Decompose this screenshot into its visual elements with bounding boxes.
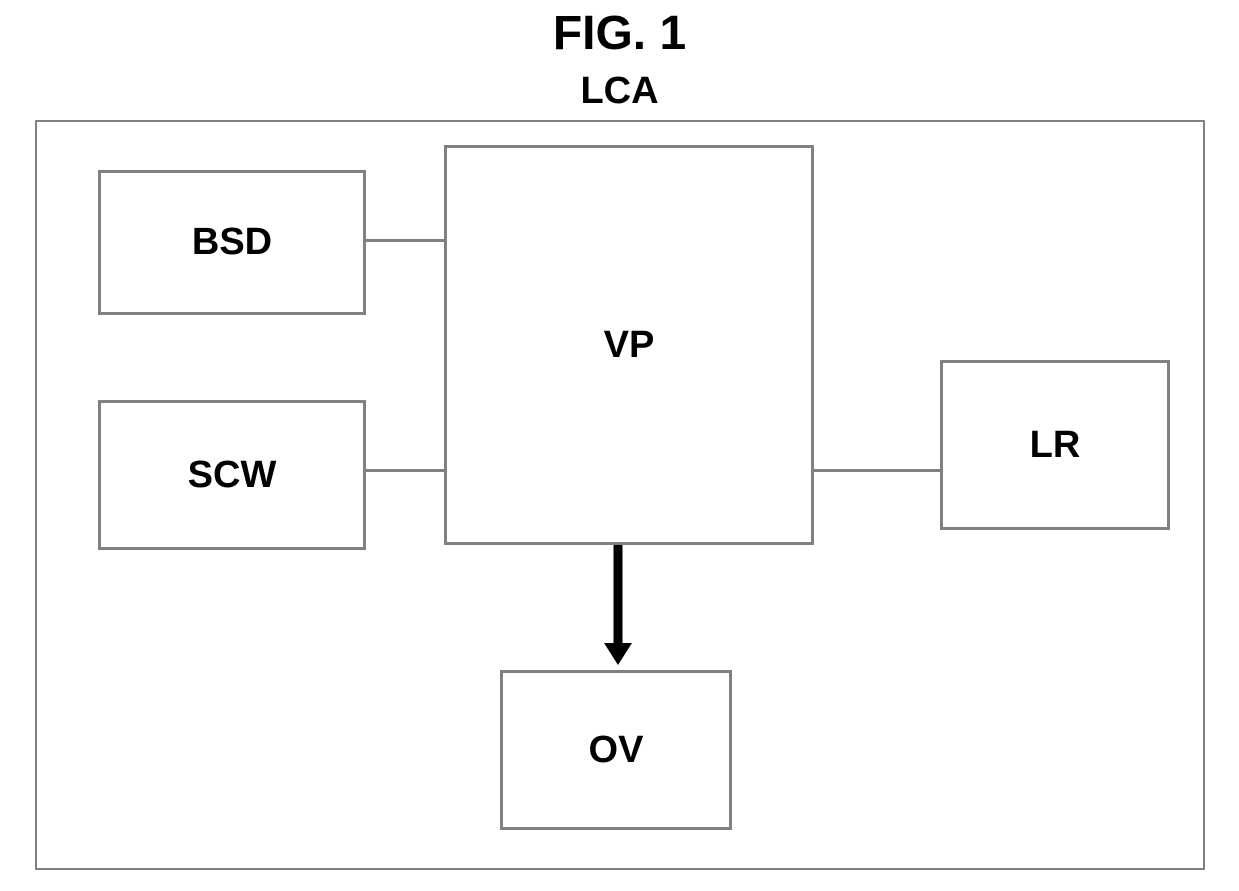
bsd-label: BSD bbox=[192, 221, 272, 264]
vp-label: VP bbox=[604, 324, 655, 367]
arrow-vp-ov bbox=[590, 545, 646, 687]
ov-box: OV bbox=[500, 670, 732, 830]
connector-vp-lr bbox=[814, 469, 940, 472]
ov-label: OV bbox=[589, 729, 644, 772]
scw-box: SCW bbox=[98, 400, 366, 550]
connector-bsd-vp bbox=[366, 239, 444, 242]
vp-box: VP bbox=[444, 145, 814, 545]
connector-scw-vp bbox=[366, 469, 444, 472]
container-label: LCA bbox=[0, 70, 1239, 113]
lr-box: LR bbox=[940, 360, 1170, 530]
scw-label: SCW bbox=[188, 454, 277, 497]
lr-label: LR bbox=[1030, 424, 1081, 467]
figure-title: FIG. 1 bbox=[0, 6, 1239, 61]
bsd-box: BSD bbox=[98, 170, 366, 315]
